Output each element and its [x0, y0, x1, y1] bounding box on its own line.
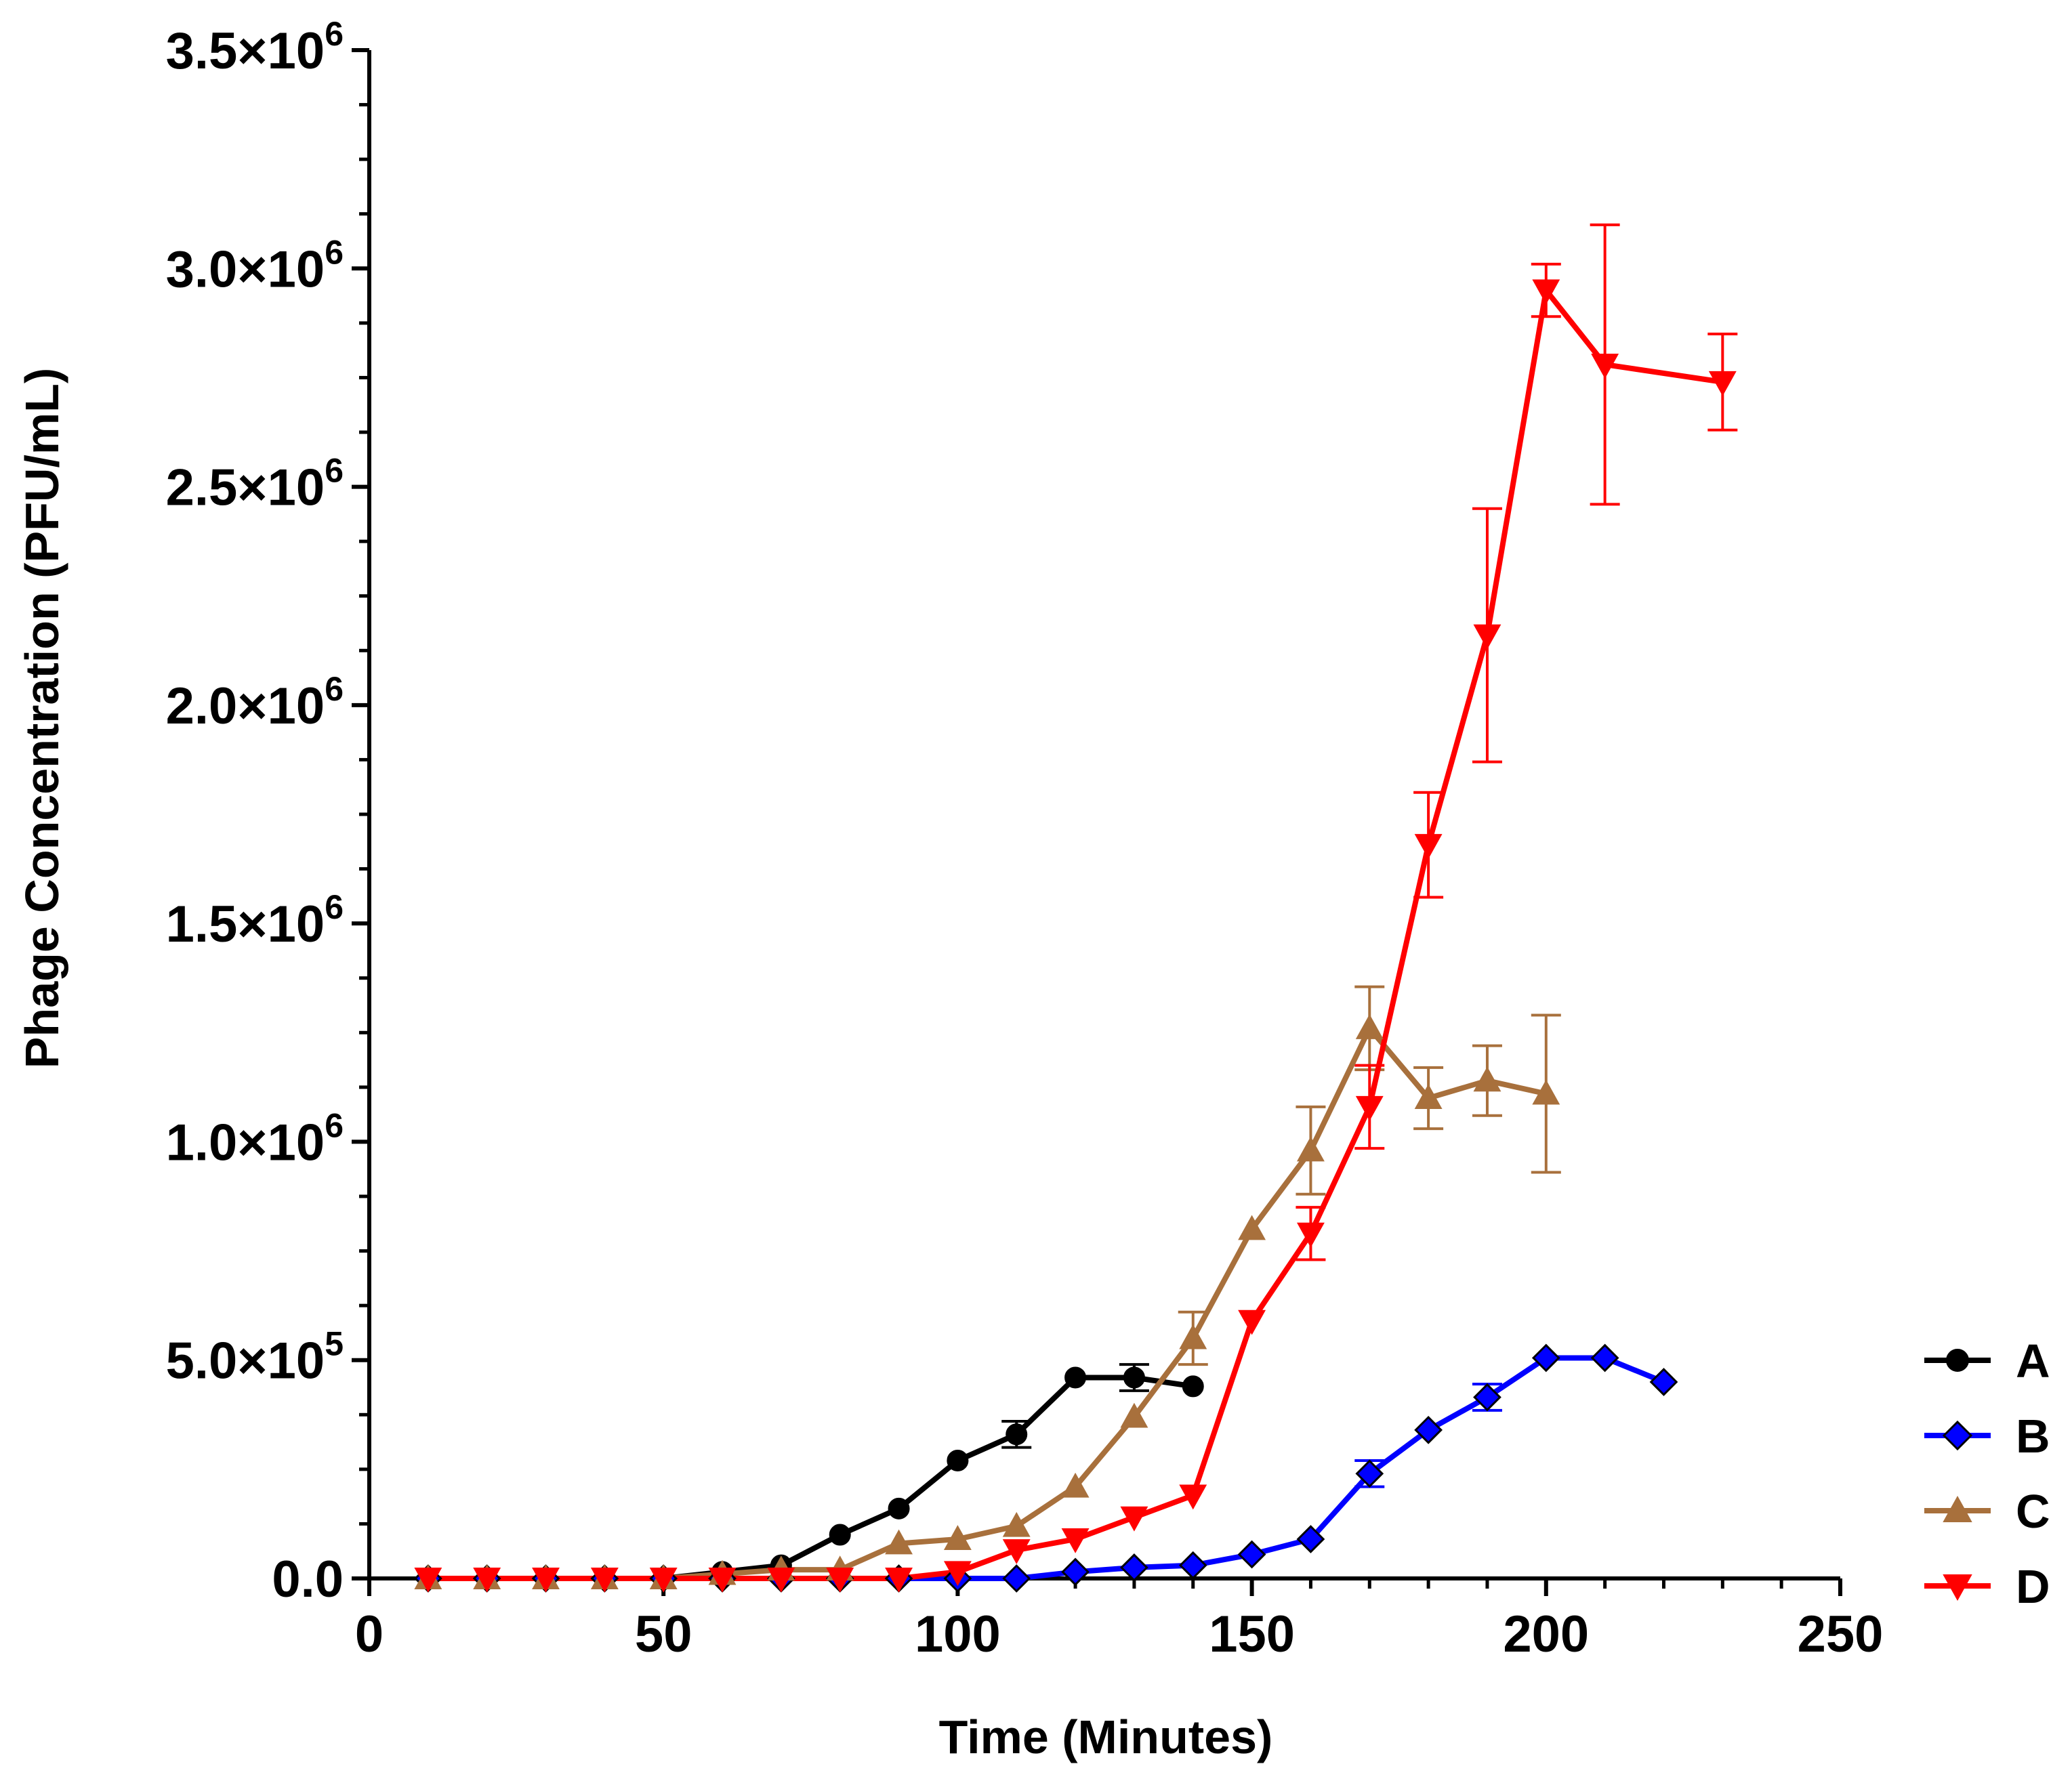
marker-diamond: [1002, 1564, 1031, 1593]
markers: [413, 279, 1737, 1593]
marker-diamond: [1120, 1553, 1148, 1582]
marker-diamond: [1296, 1525, 1325, 1553]
marker-triangle-up: [1943, 1495, 1972, 1522]
y-tick-label: 3.5×106: [166, 15, 344, 80]
marker-triangle-down: [1061, 1528, 1090, 1553]
marker-triangle-down: [1708, 371, 1737, 396]
y-axis-title: Phage Concentration (PFU/mL): [16, 368, 68, 1068]
x-tick-label: 0: [355, 1606, 384, 1663]
y-tick-label: 3.0×106: [166, 233, 344, 298]
marker-triangle-down: [1943, 1574, 1972, 1601]
error-bars: [1001, 223, 1738, 1488]
y-tick-label: 2.5×106: [166, 452, 344, 517]
marker-triangle-down: [1296, 1222, 1325, 1248]
marker-triangle-up: [1120, 1402, 1148, 1428]
y-tick-label: 0.0: [272, 1551, 344, 1608]
marker-triangle-up: [1532, 1079, 1560, 1105]
marker-diamond: [1942, 1420, 1973, 1451]
marker-triangle-up: [1414, 1084, 1443, 1109]
marker-triangle-down: [1414, 834, 1443, 859]
marker-circle: [1006, 1423, 1028, 1446]
marker-circle: [888, 1497, 910, 1520]
marker-circle: [1123, 1366, 1145, 1389]
marker-triangle-down: [1473, 624, 1501, 650]
marker-triangle-up: [1355, 1014, 1384, 1039]
legend-label-B: B: [2016, 1410, 2050, 1463]
marker-triangle-up: [943, 1525, 972, 1550]
legend-label-C: C: [2016, 1485, 2050, 1538]
x-tick-label: 150: [1209, 1606, 1295, 1663]
marker-triangle-down: [1532, 279, 1560, 305]
series-line-C: [428, 1025, 1547, 1581]
marker-diamond: [1649, 1368, 1678, 1396]
marker-triangle-down: [1238, 1309, 1266, 1335]
marker-diamond: [1590, 1343, 1619, 1373]
marker-diamond: [1414, 1415, 1443, 1444]
x-tick-label: 50: [635, 1606, 692, 1663]
marker-triangle-down: [943, 1561, 972, 1587]
marker-triangle-down: [708, 1568, 737, 1593]
marker-triangle-down: [885, 1568, 913, 1593]
marker-triangle-down: [1355, 1095, 1384, 1121]
marker-triangle-down: [1179, 1484, 1207, 1510]
legend-label-A: A: [2016, 1335, 2050, 1387]
legend-label-D: D: [2016, 1560, 2050, 1613]
marker-triangle-down: [1120, 1506, 1148, 1532]
marker-triangle-up: [1002, 1511, 1031, 1537]
marker-diamond: [1355, 1459, 1384, 1488]
marker-diamond: [1178, 1551, 1207, 1580]
marker-triangle-down: [590, 1568, 619, 1593]
x-axis-title: Time (Minutes): [939, 1711, 1273, 1763]
y-tick-label: 1.0×106: [166, 1106, 344, 1171]
marker-triangle-down: [1591, 354, 1619, 379]
marker-diamond: [1237, 1540, 1266, 1569]
marker-triangle-up: [1061, 1472, 1090, 1498]
marker-triangle-down: [826, 1568, 854, 1593]
marker-circle: [947, 1449, 969, 1471]
marker-triangle-down: [473, 1568, 501, 1593]
series-line-D: [428, 287, 1723, 1581]
x-tick-label: 250: [1798, 1606, 1884, 1663]
y-tick-label: 2.0×106: [166, 670, 344, 735]
marker-circle: [1946, 1349, 1969, 1372]
marker-triangle-up: [885, 1529, 913, 1555]
marker-diamond: [1473, 1383, 1501, 1412]
marker-circle: [829, 1524, 851, 1546]
marker-circle: [1064, 1366, 1087, 1389]
marker-triangle-up: [1179, 1324, 1207, 1349]
y-tick-label: 1.5×106: [166, 888, 344, 953]
marker-diamond: [1061, 1557, 1090, 1587]
x-tick-label: 200: [1503, 1606, 1589, 1663]
axes: 0.0 5.0×105 1.0×106 1.5×106 2.0×106 2.5×106 3.…: [166, 15, 1884, 1663]
marker-triangle-up: [1296, 1136, 1325, 1162]
marker-triangle-down: [1002, 1539, 1031, 1564]
x-tick-label: 100: [915, 1606, 1001, 1663]
marker-triangle-up: [1473, 1066, 1501, 1092]
marker-triangle-up: [1238, 1215, 1266, 1240]
marker-diamond: [1531, 1343, 1560, 1373]
marker-triangle-down: [532, 1568, 560, 1593]
marker-triangle-down: [767, 1568, 795, 1593]
marker-triangle-down: [649, 1568, 678, 1593]
marker-triangle-down: [414, 1568, 442, 1593]
y-tick-label: 5.0×105: [166, 1325, 344, 1390]
marker-circle: [1182, 1375, 1204, 1398]
